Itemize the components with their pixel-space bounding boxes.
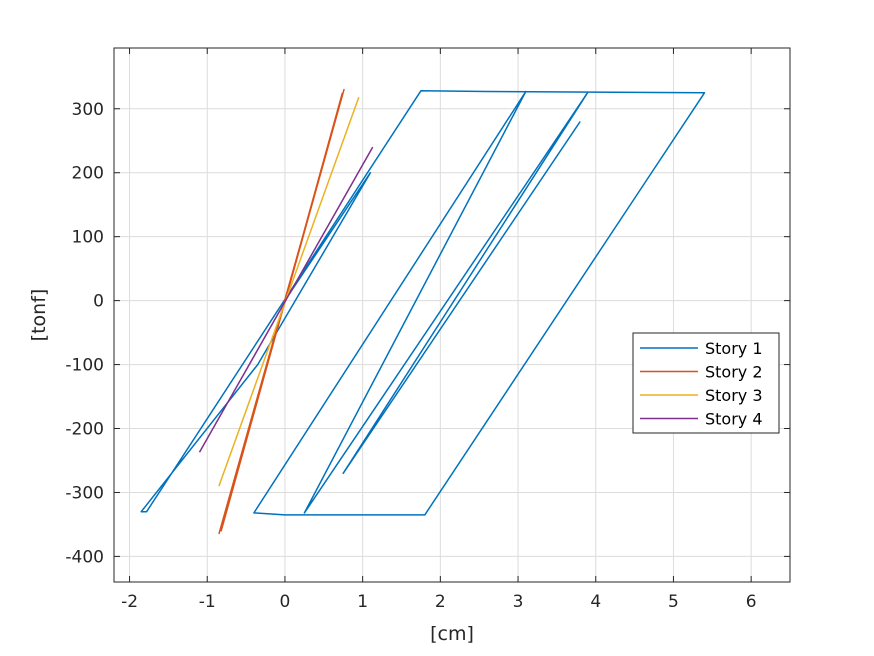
- series-line-story-4: [198, 146, 374, 453]
- series-lines: [140, 88, 706, 535]
- legend-label-story-2: Story 2: [705, 363, 763, 382]
- y-tick-labels: 300 200 100 0 -100 -200 -300 -400: [65, 100, 104, 568]
- x-tick-label: -1: [199, 592, 216, 612]
- series-line-story-3: [218, 96, 360, 487]
- y-tick-label: 300: [72, 100, 104, 120]
- x-tick-label: 1: [357, 592, 368, 612]
- series-line-story-1: [140, 90, 706, 516]
- x-tick-label: 5: [668, 592, 679, 612]
- plot-frame: [113, 47, 791, 583]
- y-tick-label: 200: [72, 164, 104, 184]
- legend-label-story-4: Story 4: [705, 410, 763, 429]
- legend-box: [632, 332, 780, 434]
- y-tick-label: -400: [65, 547, 104, 567]
- legend-label-story-1: Story 1: [705, 339, 763, 358]
- x-tick-label: -2: [121, 592, 138, 612]
- x-tick-label: 0: [280, 592, 291, 612]
- x-tick-label: 2: [435, 592, 446, 612]
- y-tick-label: 0: [93, 292, 104, 312]
- legend: Story 1 Story 2 Story 3 Story 4: [632, 332, 780, 434]
- y-tick-label: -100: [65, 356, 104, 376]
- legend-label-story-3: Story 3: [705, 386, 763, 405]
- plot-background: [114, 48, 790, 582]
- y-axis-label: [tonf]: [28, 289, 50, 342]
- x-tick-label: 3: [513, 592, 524, 612]
- x-tick-label: 4: [590, 592, 601, 612]
- x-tick-labels: -2 -1 0 1 2 3 4 5 6: [121, 592, 756, 612]
- x-tick-label: 6: [746, 592, 757, 612]
- y-tick-label: -300: [65, 483, 104, 503]
- axis-ticks: [114, 48, 790, 582]
- y-tick-label: -200: [65, 420, 104, 440]
- x-axis-label: [cm]: [430, 623, 474, 645]
- y-tick-label: 100: [72, 228, 104, 248]
